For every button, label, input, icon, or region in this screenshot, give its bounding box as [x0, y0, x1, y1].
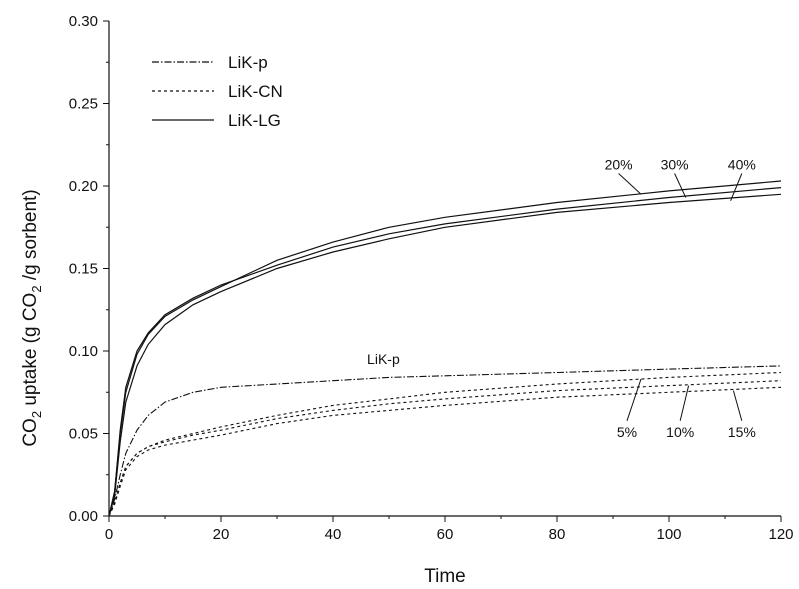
legend-label: LiK-CN: [228, 82, 283, 101]
series-line-lik-cn-5-: [108, 371, 782, 517]
annotation-label: 5%: [617, 424, 637, 440]
annotation-leader: [626, 378, 642, 421]
legend: LiK-p LiK-CN LiK-LG: [152, 53, 283, 130]
x-tick-label: 20: [213, 526, 230, 543]
x-tick-label: 120: [768, 526, 793, 543]
y-tick-label: 0.25: [69, 96, 98, 113]
annotation-label: 10%: [666, 424, 694, 440]
annotation-label: 15%: [728, 424, 756, 440]
series-line-lik-lg-20-: [108, 180, 782, 517]
y-axis-label: CO2 uptake (g CO2 /g sorbent): [20, 189, 44, 446]
annotation-leader: [679, 385, 690, 421]
y-tick-label: 0.30: [69, 13, 98, 30]
annotation-label: 40%: [728, 157, 756, 173]
annotations: 20% 30% 40% LiK-p 5% 10% 15%: [367, 157, 756, 440]
y-tick-label: 0.10: [69, 343, 98, 360]
series-line-lik-cn-10-: [108, 380, 782, 517]
annotation-label: 30%: [661, 157, 689, 173]
x-tick-label: 0: [105, 526, 113, 543]
y-tick-label: 0.05: [69, 426, 98, 443]
annotation-leader: [730, 173, 743, 202]
annotation-label: LiK-p: [367, 351, 400, 367]
x-axis-label: Time: [424, 566, 466, 587]
annotation-leader: [732, 390, 743, 421]
y-tick-label: 0.20: [69, 178, 98, 195]
annotation-leader: [618, 173, 642, 195]
series-line-lik-lg-40-: [108, 193, 782, 517]
y-tick-label: 0.15: [69, 261, 98, 278]
x-tick-label: 40: [325, 526, 342, 543]
x-tick-label: 100: [656, 526, 681, 543]
annotation-label: 20%: [605, 157, 633, 173]
series-line-lik-p-lik-p: [108, 365, 782, 517]
series-line-lik-cn-15-: [108, 386, 782, 517]
x-tick-label: 80: [549, 526, 566, 543]
series-line-lik-lg-30-: [108, 187, 782, 517]
annotation-leader: [674, 173, 687, 198]
legend-label: LiK-LG: [228, 111, 281, 130]
x-tick-label: 60: [437, 526, 454, 543]
plot-area: [108, 180, 782, 517]
y-tick-label: 0.00: [69, 508, 98, 525]
legend-label: LiK-p: [228, 53, 268, 72]
axes: 0 20 40 60 80 100 120 0.00 0.05 0.10 0.15 0.20 0.25 0…: [69, 13, 794, 543]
